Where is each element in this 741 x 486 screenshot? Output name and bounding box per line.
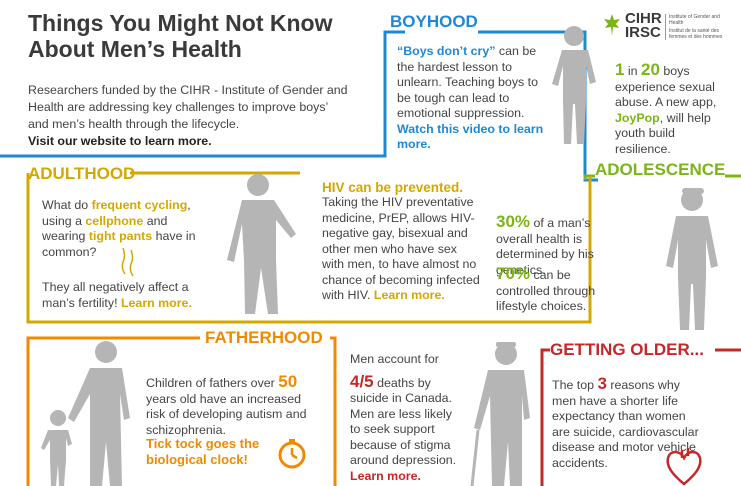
logo-cihr: CIHR — [625, 10, 662, 27]
hiv-section: HIV can be prevented. Taking the HIV pre… — [322, 180, 482, 304]
maple-leaf-logo-icon — [604, 14, 620, 36]
adulthood-heading: ADULTHOOD — [28, 164, 136, 183]
boyhood-line — [0, 30, 405, 158]
man-silhouette-icon — [227, 174, 296, 314]
getting-older-heading: GETTING OLDER... — [550, 340, 704, 359]
older-line-left — [540, 348, 550, 486]
intro: Researchers funded by the CIHR - Institu… — [28, 82, 348, 150]
hiv-learn-more[interactable]: Learn more. — [373, 288, 445, 302]
fertility-question: What do frequent cycling, using a cellph… — [42, 198, 196, 259]
page-title: Things You Might Not Know About Men’s He… — [28, 10, 358, 62]
boyhood-text: “Boys don’t cry” can be the hardest less… — [397, 44, 544, 152]
logo-irsc: IRSC — [625, 24, 661, 41]
boyhood-quote: “Boys don’t cry” — [397, 44, 496, 58]
heart-icon — [666, 448, 702, 486]
genetics-stat: 30% of a man’s overall health is determi… — [496, 212, 594, 277]
fatherhood-heading: FATHERHOOD — [205, 328, 323, 347]
watch-video-link[interactable]: Watch this video to learn more. — [397, 121, 544, 152]
sperm-icon — [121, 248, 134, 277]
title-line2: About Men’s Health — [28, 36, 242, 62]
fertility-learn-more[interactable]: Learn more. — [120, 295, 192, 310]
adulthood-line — [26, 173, 592, 324]
teen-silhouette-icon — [666, 188, 718, 330]
fertility-answer: They all negatively affect a man’s ferti… — [42, 280, 192, 310]
biological-clock-text: Tick tock goes the biological clock! — [146, 436, 260, 467]
fatherhood-line-right — [330, 336, 337, 486]
suicide-learn-more[interactable]: Learn more. — [350, 468, 421, 483]
abuse-stat: 1 in 20 boys experience sexual abuse. A … — [615, 60, 717, 156]
elderly-man-silhouette-icon — [470, 342, 530, 486]
hiv-heading: HIV can be prevented. — [322, 180, 464, 195]
website-link[interactable]: Visit our website to learn more. — [28, 134, 212, 148]
fatherhood-line-left — [26, 336, 200, 486]
joypop-link[interactable]: JoyPop — [615, 110, 660, 125]
logo-en: Institute of Gender and Health — [669, 14, 720, 26]
intro-text: Researchers funded by the CIHR - Institu… — [28, 83, 348, 131]
life-expectancy-text: The top 3 reasons why men have a shorter… — [552, 374, 699, 470]
adolescence-line-start — [583, 174, 595, 180]
father-child-silhouette-icon — [41, 341, 130, 486]
adolescence-heading: ADOLESCENCE — [595, 160, 726, 179]
suicide-text: Men account for 4/5 deaths by suicide in… — [350, 352, 457, 483]
boyhood-heading: BOYHOOD — [390, 12, 478, 31]
lifestyle-stat: 70% can be controlled through lifestyle … — [496, 264, 596, 313]
clock-icon — [278, 439, 306, 469]
fatherhood-text: Children of fathers over 50 years old ha… — [146, 372, 307, 437]
logo-fr: Institut de la santé des femmes et des h… — [669, 28, 723, 40]
cihr-logo: CIHR IRSC Institute of Gender and Health… — [603, 10, 733, 42]
title-line1: Things You Might Not Know — [28, 10, 333, 36]
boy-silhouette-icon — [552, 26, 596, 144]
